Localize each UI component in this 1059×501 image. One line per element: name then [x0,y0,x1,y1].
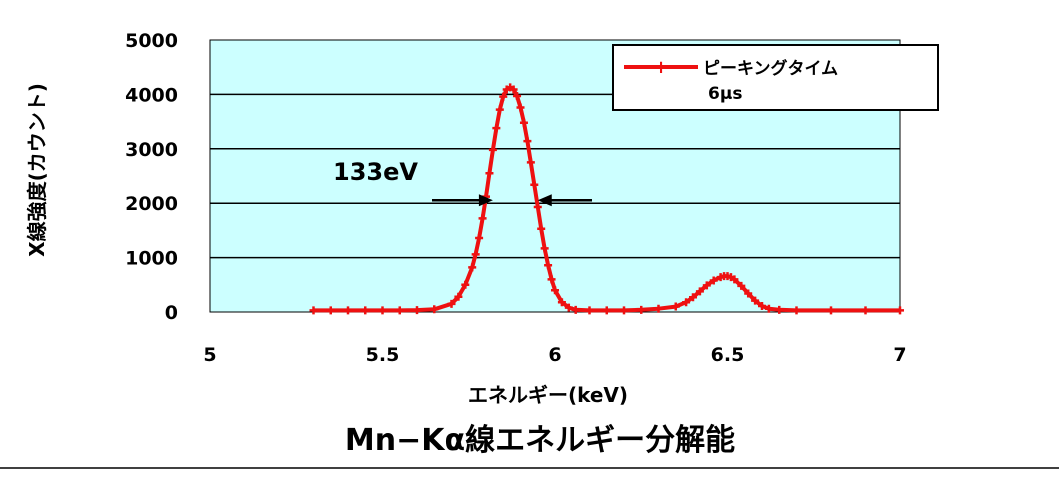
data-point [485,169,494,178]
gridlines [210,93,900,259]
data-point [475,234,484,243]
x-tick-label: 5.5 [366,344,400,366]
data-point [758,302,766,311]
data-point [702,281,711,290]
legend: + ピーキングタイム 6μs [612,44,939,111]
data-point [775,305,784,314]
data-point [547,275,556,284]
x-axis-title: エネルギー(keV) [468,383,628,407]
data-point [471,250,480,259]
data-point [861,306,870,315]
fwhm-right-arrowhead [537,194,552,207]
data-point [682,298,691,307]
y-tick-label: 3000 [125,139,178,161]
data-point [413,306,421,315]
data-point [526,158,535,167]
x-tick-label: 5 [203,344,216,366]
x-tick-label: 7 [893,344,906,366]
data-point [492,124,501,133]
y-tick-label: 1000 [125,248,178,270]
data-point [488,145,497,154]
legend-marker: + [653,57,668,78]
data-point [395,306,404,315]
data-point [551,286,559,295]
fwhm-annotation: 133eV [333,158,592,207]
data-point [309,306,318,315]
data-point [764,304,773,313]
fwhm-left-arrowhead [478,194,493,207]
y-tick-label: 0 [165,302,178,324]
y-tick-label: 5000 [125,30,178,52]
data-point [602,306,611,315]
data-point [689,293,697,302]
y-axis-ticks: 0 1000 2000 3000 4000 5000 [125,30,178,324]
data-point [344,306,352,315]
data-point [447,299,456,308]
data-point [827,306,835,315]
data-point [671,302,680,311]
data-point [523,137,532,146]
fwhm-label: 133eV [333,158,418,186]
data-point [544,261,553,270]
x-axis-ticks: 5 5.5 6 6.5 7 [203,344,906,366]
data-point [620,306,628,315]
data-point [495,105,504,114]
data-point [519,118,528,127]
data-point [792,306,801,315]
data-point [751,296,760,305]
data-point [637,305,646,314]
y-axis-title: X線強度(カウント) [25,83,49,257]
y-tick-label: 4000 [125,84,178,106]
data-point [454,292,463,301]
legend-label-line2: 6μs [708,84,742,104]
data-point [533,203,542,212]
x-tick-label: 6 [548,344,561,366]
data-point [513,92,522,101]
data-point [378,306,387,315]
data-point [730,275,739,284]
y-tick-label: 2000 [125,193,178,215]
data-point [468,263,477,272]
data-point [654,304,663,313]
data-point [695,287,704,296]
data-point [571,305,580,314]
data-point [461,280,470,289]
data-point [499,92,508,101]
series-layer [309,83,904,315]
data-point [430,305,439,314]
data-point [509,85,518,94]
data-point [896,306,904,315]
data-point [537,224,546,233]
data-point [744,289,753,298]
data-point [709,276,718,285]
data-point [361,306,370,315]
data-point [737,281,746,290]
legend-box [612,44,939,111]
data-point [557,298,566,307]
data-point [530,180,539,189]
data-point [326,306,335,315]
data-point [564,303,573,312]
data-point [585,306,594,315]
chart-caption: Mn−Kα線エネルギー分解能 [345,423,735,458]
data-point [516,103,525,112]
x-tick-label: 6.5 [711,344,745,366]
data-point [478,214,487,223]
data-point [540,244,549,253]
legend-label-line1: ピーキングタイム [703,58,838,79]
